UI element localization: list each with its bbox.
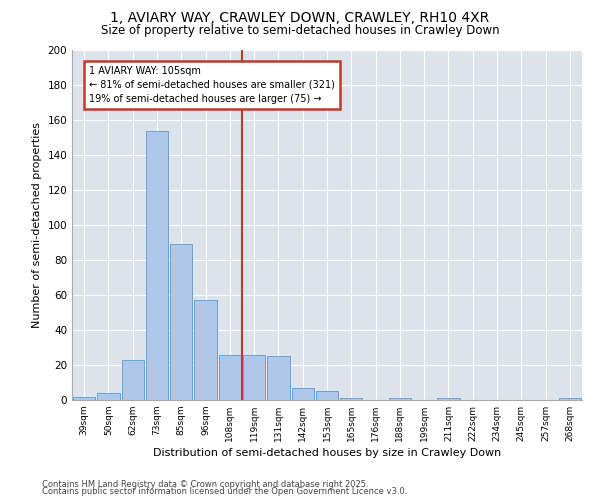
Bar	[243, 354, 265, 400]
Bar	[437, 398, 460, 400]
Text: 1, AVIARY WAY, CRAWLEY DOWN, CRAWLEY, RH10 4XR: 1, AVIARY WAY, CRAWLEY DOWN, CRAWLEY, RH…	[110, 11, 490, 25]
Bar	[146, 130, 168, 400]
Bar	[389, 398, 411, 400]
Y-axis label: Number of semi-detached properties: Number of semi-detached properties	[32, 122, 42, 328]
Bar	[97, 393, 119, 400]
X-axis label: Distribution of semi-detached houses by size in Crawley Down: Distribution of semi-detached houses by …	[153, 448, 501, 458]
Text: Contains public sector information licensed under the Open Government Licence v3: Contains public sector information licen…	[42, 488, 407, 496]
Bar	[340, 398, 362, 400]
Bar	[559, 398, 581, 400]
Bar	[170, 244, 193, 400]
Bar	[292, 388, 314, 400]
Bar	[194, 300, 217, 400]
Bar	[316, 391, 338, 400]
Bar	[267, 356, 290, 400]
Bar	[122, 360, 144, 400]
Bar	[73, 396, 95, 400]
Text: Contains HM Land Registry data © Crown copyright and database right 2025.: Contains HM Land Registry data © Crown c…	[42, 480, 368, 489]
Text: Size of property relative to semi-detached houses in Crawley Down: Size of property relative to semi-detach…	[101, 24, 499, 37]
Text: 1 AVIARY WAY: 105sqm
← 81% of semi-detached houses are smaller (321)
19% of semi: 1 AVIARY WAY: 105sqm ← 81% of semi-detac…	[89, 66, 335, 104]
Bar	[218, 354, 241, 400]
